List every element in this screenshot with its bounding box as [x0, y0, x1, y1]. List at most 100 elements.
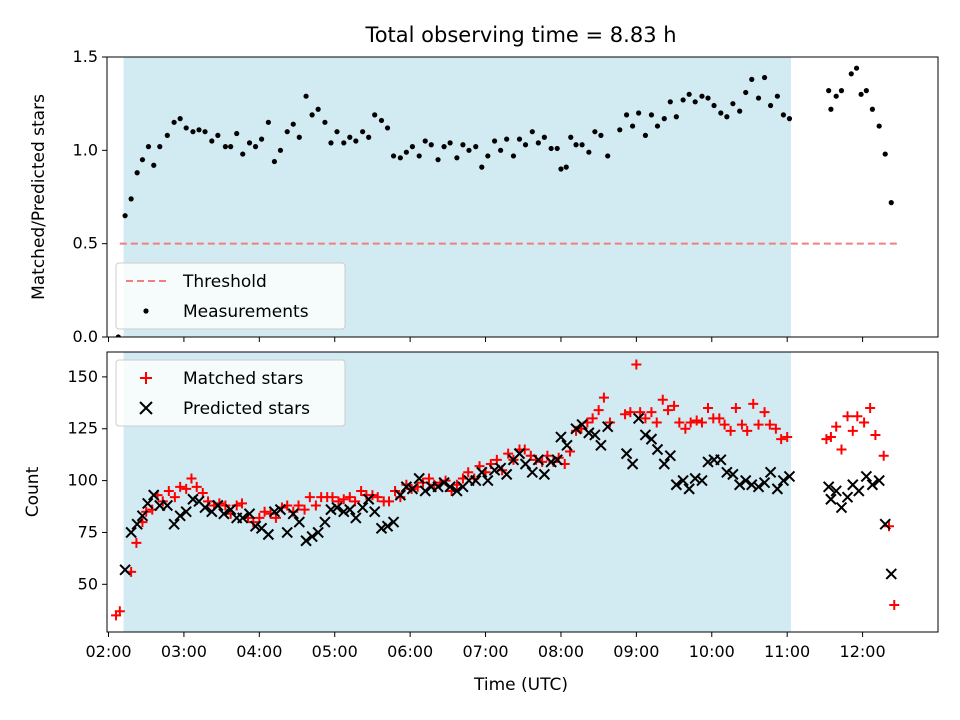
count-x-tick-label: 02:00: [85, 642, 131, 661]
measurement-point: [258, 136, 265, 142]
measurement-point: [724, 114, 730, 120]
matched-star-point: [350, 496, 361, 507]
measurement-point: [460, 142, 466, 148]
predicted-star-point: [632, 412, 645, 425]
predicted-star-point: [406, 483, 419, 495]
predicted-star-point: [387, 516, 400, 528]
predicted-star-point: [777, 474, 790, 487]
measurement-point: [252, 144, 259, 150]
predicted-star-point: [312, 526, 324, 539]
measurement-point: [290, 121, 296, 127]
matched-star-point: [657, 394, 668, 405]
matched-star-point: [865, 403, 876, 413]
matched-star-point: [696, 417, 707, 428]
count-panel: 50 75 100 125 150 02:00 03:00 04:00 05:00 06:00 07…: [67, 351, 939, 661]
predicted-star-point: [444, 481, 456, 493]
predicted-star-point: [740, 474, 752, 487]
predicted-star-point: [841, 491, 854, 503]
matched-star-point: [883, 521, 894, 532]
legend-label-threshold: Threshold: [182, 272, 267, 292]
legend-matched-swatch: [140, 372, 152, 384]
measurement-point: [347, 134, 353, 140]
ratio-y-tick-label: 0.5: [73, 234, 98, 253]
measurement-point: [761, 74, 768, 81]
matched-star-point: [842, 411, 853, 422]
matched-star-point: [587, 413, 598, 424]
measurement-point: [202, 129, 208, 135]
matched-star-point: [625, 407, 636, 418]
measurement-point: [353, 138, 359, 144]
legend-label-matched-stars: Matched stars: [183, 369, 303, 389]
predicted-star-point: [268, 505, 281, 518]
count-x-tick-label: 06:00: [387, 642, 433, 661]
matched-star-point: [663, 405, 674, 416]
matched-star-point: [753, 419, 764, 430]
measurement-point: [309, 112, 315, 118]
matched-star-point: [651, 417, 662, 428]
matched-star-point: [847, 425, 858, 436]
predicted-star-point: [526, 466, 539, 479]
count-y-axis-label: Count: [23, 466, 43, 517]
predicted-star-point: [119, 564, 131, 576]
matched-star-point: [259, 506, 270, 517]
predicted-star-point: [702, 456, 714, 468]
measurement-point: [617, 127, 623, 133]
count-plot-area: [111, 359, 900, 621]
predicted-star-point: [274, 503, 287, 516]
matched-star-point: [163, 485, 174, 496]
matched-star-point: [304, 492, 315, 503]
matched-star-point: [714, 413, 725, 424]
ratio-legend: Threshold Measurements: [115, 262, 346, 330]
measurement-point: [246, 140, 253, 146]
matched-star-point: [503, 448, 514, 459]
matched-star-point: [836, 444, 847, 455]
measurement-point: [390, 153, 397, 159]
predicted-star-point: [696, 474, 708, 487]
matched-star-point: [191, 481, 202, 492]
legend-box: [115, 262, 346, 330]
predicted-star-point: [677, 474, 689, 487]
predicted-star-point: [764, 466, 777, 479]
measurement-point: [328, 140, 334, 146]
matched-star-point: [384, 496, 395, 507]
matched-star-point: [344, 492, 355, 503]
measurement-point: [636, 110, 642, 116]
predicted-star-point: [721, 466, 733, 479]
measurement-point: [730, 101, 736, 107]
measurement-point: [718, 110, 724, 116]
measurement-point: [743, 89, 749, 96]
predicted-star-point: [626, 458, 639, 470]
matched-star-point: [770, 423, 781, 434]
measurement-point: [228, 144, 234, 150]
measurement-point: [215, 132, 221, 138]
measurement-point: [397, 155, 403, 161]
measurement-point: [838, 88, 845, 94]
predicted-star-point: [161, 499, 174, 512]
predicted-star-point: [853, 485, 865, 497]
measurement-point: [466, 147, 472, 153]
predicted-star-point: [873, 474, 885, 487]
measurement-point: [522, 142, 529, 148]
predicted-star-point: [658, 458, 670, 470]
count-x-tick-label: 03:00: [161, 642, 207, 661]
count-legend: Matched stars Predicted stars: [115, 359, 346, 427]
measurement-point: [366, 134, 372, 140]
measurement-point: [737, 108, 743, 114]
matched-star-point: [782, 432, 793, 443]
measurement-point: [151, 162, 157, 168]
matched-star-point: [310, 500, 321, 511]
measurement-point: [322, 119, 328, 125]
measurement-point: [277, 147, 284, 153]
measurement-point: [558, 166, 564, 172]
measurement-point: [780, 112, 787, 118]
measurement-point: [680, 97, 686, 103]
predicted-star-point: [519, 458, 532, 470]
measurement-point: [516, 136, 523, 142]
measurement-point: [491, 138, 498, 144]
predicted-star-point: [237, 512, 249, 524]
predicted-star-point: [570, 423, 582, 435]
measurement-point: [115, 334, 121, 337]
measurement-point: [699, 93, 705, 99]
count-x-tick-label: 10:00: [689, 642, 735, 661]
measurement-point: [529, 129, 535, 135]
